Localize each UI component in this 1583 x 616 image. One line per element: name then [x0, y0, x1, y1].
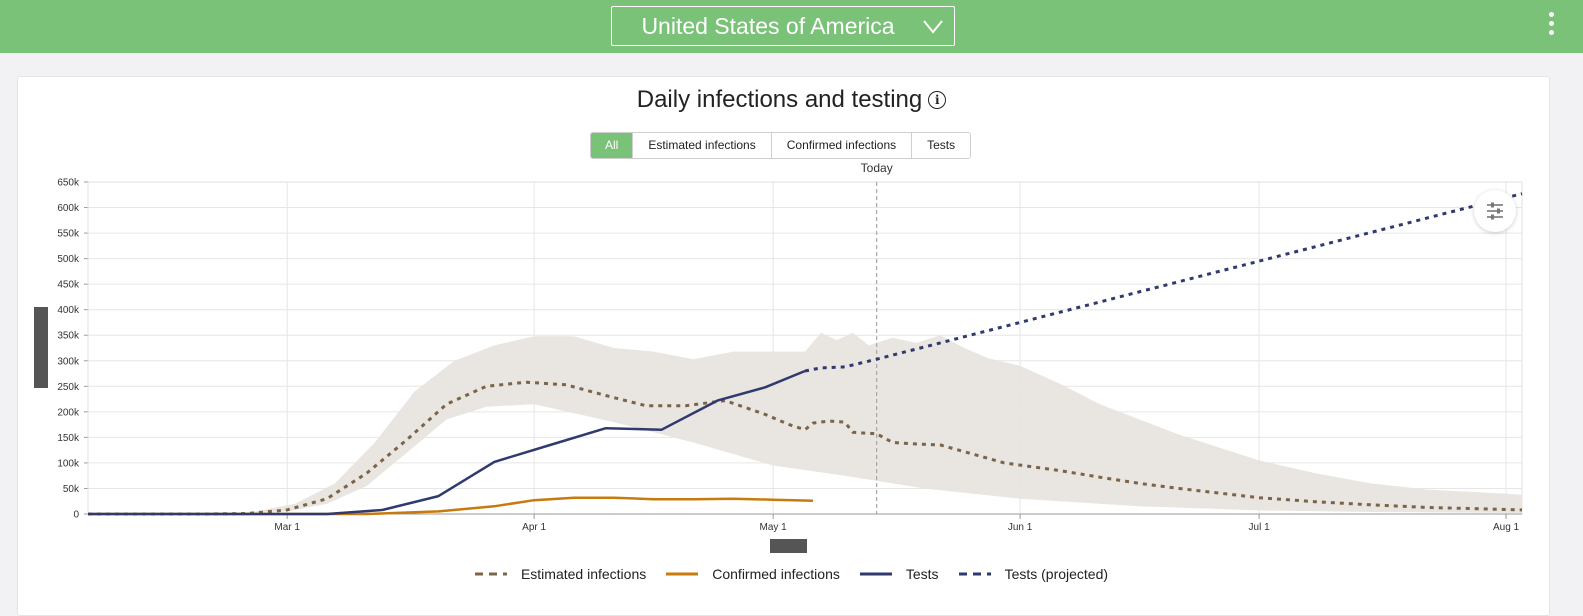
chart-title: Daily infections and testing: [636, 86, 923, 113]
chevron-down-icon: [923, 20, 943, 34]
chart-plot: 0 50k 100k 150k 200k 250k 300k 350k 400k 450k 500k…: [57, 161, 1523, 533]
y-tick-label: 300k: [57, 356, 80, 367]
legend-swatch-estimated-infections: [474, 572, 507, 576]
x-tick-label: Jun 1: [1008, 522, 1033, 533]
series-line-tests: [88, 369, 806, 516]
y-tick-label: 250k: [57, 382, 80, 393]
country-select[interactable]: United States of America: [611, 6, 955, 46]
tab-estimated-infections[interactable]: Estimated infections: [632, 133, 771, 158]
y-tick-label: 550k: [57, 229, 80, 240]
x-tick-label: Mar 1: [274, 522, 300, 533]
y-tick-label: 150k: [57, 433, 80, 444]
y-tick-label: 650k: [57, 178, 80, 189]
y-tick-label: 400k: [57, 305, 80, 316]
x-tick-label: May 1: [760, 522, 788, 533]
top-bar: United States of America: [0, 0, 1583, 53]
chart-card: [17, 76, 1550, 616]
sliders-icon: [1487, 202, 1503, 220]
y-tick-label: 350k: [57, 331, 80, 342]
series-line-confirmed-infections: [88, 496, 814, 516]
y-tick-label: 50k: [63, 484, 80, 495]
country-select-label: United States of America: [641, 13, 895, 39]
tab-all[interactable]: All: [591, 133, 633, 158]
info-icon[interactable]: i: [928, 91, 947, 109]
y-tick-label: 100k: [57, 458, 80, 469]
more-vertical-icon[interactable]: [1541, 12, 1561, 42]
x-tick-label: Jul 1: [1249, 522, 1271, 533]
legend-item-tests-projected[interactable]: Tests (projected): [958, 566, 1109, 582]
legend-label: Estimated infections: [520, 566, 647, 582]
tab-tests[interactable]: Tests: [911, 133, 971, 158]
vertical-zoom-handle[interactable]: [34, 307, 48, 388]
legend-item-confirmed-infections[interactable]: Confirmed infections: [666, 566, 840, 582]
series-line-tests-projected: [804, 192, 1523, 373]
legend-label: Confirmed infections: [712, 566, 840, 582]
y-tick-label: 200k: [57, 407, 80, 418]
chart-settings-button[interactable]: [1474, 190, 1516, 232]
y-tick-label: 0: [73, 510, 79, 521]
legend-swatch-tests: [859, 572, 892, 576]
legend-item-estimated-infections[interactable]: Estimated infections: [474, 566, 647, 582]
chart-legend: Estimated infections Confirmed infection…: [0, 566, 1583, 582]
series-filter-tabs: All Estimated infections Confirmed infec…: [590, 132, 972, 159]
series-line-estimated-infections: [88, 380, 1523, 516]
legend-label: Tests: [905, 566, 939, 582]
y-tick-label: 500k: [57, 254, 80, 265]
estimated-infections-uncertainty-band: [88, 332, 1522, 514]
x-tick-label: Apr 1: [522, 522, 546, 533]
tab-confirmed-infections[interactable]: Confirmed infections: [770, 133, 912, 158]
legend-label: Tests (projected): [1004, 566, 1109, 582]
legend-swatch-tests-projected: [958, 572, 991, 576]
legend-swatch-confirmed-infections: [666, 572, 699, 576]
y-tick-label: 450k: [57, 280, 80, 291]
horizontal-zoom-handle[interactable]: [770, 539, 807, 553]
x-tick-label: Aug 1: [1493, 522, 1520, 533]
y-tick-label: 600k: [57, 203, 80, 214]
chart-title-row: Daily infections and testing i: [0, 86, 1583, 114]
legend-item-tests[interactable]: Tests: [859, 566, 939, 582]
today-label: Today: [861, 161, 893, 175]
